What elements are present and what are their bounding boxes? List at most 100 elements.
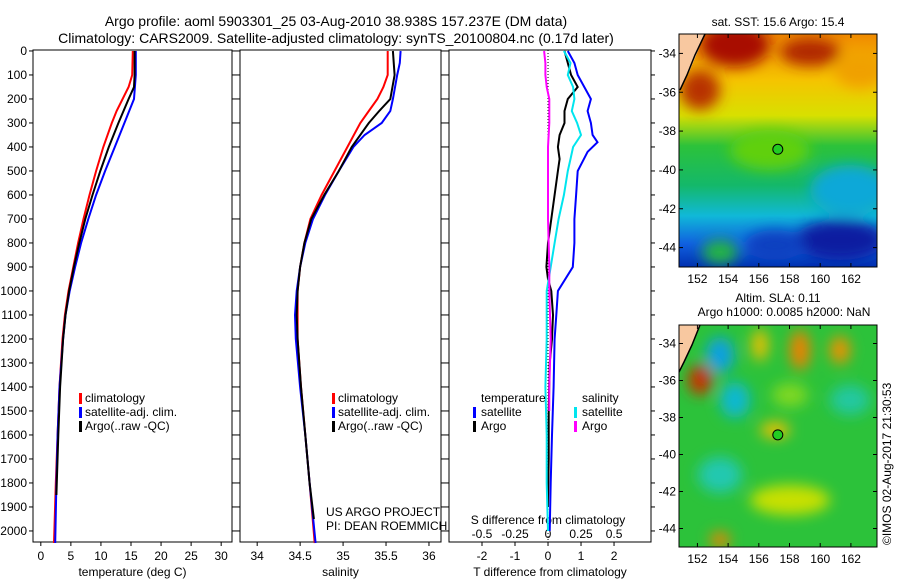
y-tick-label: 1100 <box>1 308 27 322</box>
legend-swatch <box>79 393 82 404</box>
series-line-climatology <box>296 51 389 544</box>
lon-tick-label: 152 <box>687 272 707 286</box>
x2-tick-label: 0.5 <box>606 527 623 541</box>
y-tick-label: 1800 <box>0 476 27 490</box>
lat-tick-label: -40 <box>659 448 677 462</box>
x-tick-label: 1 <box>578 549 585 563</box>
legend-label: satellite-adj. clim. <box>85 405 177 419</box>
lon-tick-label: 158 <box>779 552 799 566</box>
lat-tick-label: -34 <box>659 46 677 60</box>
y-tick-label: 300 <box>7 116 27 130</box>
x-tick-label: 25 <box>184 549 198 563</box>
x-tick-label: 0 <box>37 549 44 563</box>
y-tick-label: 100 <box>7 68 27 82</box>
lat-tick-label: -38 <box>659 411 677 425</box>
legend-label: Argo(..raw -QC) <box>85 419 170 433</box>
panel-salinity: 34 34.5 35 35.5 36 salinity climatologysatelli… <box>236 49 445 579</box>
y-tick-label: 1700 <box>0 452 27 466</box>
series-line-argo-raw-qc- <box>55 51 136 496</box>
project-label: US ARGO PROJECT <box>326 505 441 519</box>
lat-tick-label: -38 <box>659 124 677 138</box>
y-tick-label: 200 <box>7 92 27 106</box>
y-tick-label: 1900 <box>0 500 27 514</box>
sst-map-title: sat. SST: 15.6 Argo: 15.4 <box>712 15 845 29</box>
y-tick-label: 800 <box>7 236 27 250</box>
lon-tick-label: 156 <box>749 552 769 566</box>
lon-tick-label: 152 <box>687 552 707 566</box>
lon-tick-label: 154 <box>718 272 738 286</box>
x-axis-label: temperature (deg C) <box>78 565 186 579</box>
legend-swatch <box>574 421 577 432</box>
x-tick-label: 30 <box>214 549 228 563</box>
lat-tick-label: -34 <box>659 337 677 351</box>
series-line-s-satellite <box>544 50 583 532</box>
legend-swatch <box>574 407 577 418</box>
legend-label: satellite <box>582 405 623 419</box>
lat-tick-label: -36 <box>659 374 677 388</box>
x2-tick-label: -0.5 <box>472 527 493 541</box>
lon-tick-label: 158 <box>779 272 799 286</box>
y-tick-label: 900 <box>7 260 27 274</box>
series-line-t-satellite <box>548 50 599 532</box>
y-tick-label: 600 <box>7 188 27 202</box>
lon-tick-label: 156 <box>749 272 769 286</box>
legend-label: Argo <box>481 419 507 433</box>
lat-tick-label: -44 <box>659 522 677 536</box>
x-tick-label: 35 <box>336 549 350 563</box>
legend-swatch <box>79 421 82 432</box>
x-tick-label: 5 <box>68 549 75 563</box>
legend-label: satellite <box>481 405 522 419</box>
sla-map: Altim. SLA: 0.11 Argo h1000: 0.0085 h200… <box>659 291 878 566</box>
legend-label: Argo(..raw -QC) <box>338 419 423 433</box>
y-tick-label: 500 <box>7 164 27 178</box>
sla-map-subtitle: Argo h1000: 0.0085 h2000: NaN <box>698 305 871 319</box>
lat-tick-label: -44 <box>659 241 677 255</box>
y-tick-label: 1200 <box>0 332 27 346</box>
y-tick-label: 400 <box>7 140 27 154</box>
x-tick-label: -2 <box>477 549 488 563</box>
x-tick-label: 2 <box>611 549 618 563</box>
figure-title-line2: Climatology: CARS2009. Satellite-adjuste… <box>58 30 614 46</box>
y-tick-label: 1500 <box>0 404 27 418</box>
figure-title-line1: Argo profile: aoml 5903301_25 03-Aug-201… <box>105 13 567 29</box>
sst-map: sat. SST: 15.6 Argo: 15.4 152 154 156 158 16… <box>659 15 878 286</box>
legend-swatch <box>332 421 335 432</box>
lat-tick-label: -42 <box>659 202 677 216</box>
series-line-climatology <box>53 50 134 544</box>
lon-tick-label: 160 <box>810 552 830 566</box>
y-tick-label: 700 <box>7 212 27 226</box>
imos-credit: ©IMOS 02-Aug-2017 21:30:53 <box>880 382 894 545</box>
x-tick-label: -1 <box>510 549 521 563</box>
series-line-s-argo <box>543 50 552 411</box>
x2-tick-label: 0.25 <box>569 527 593 541</box>
plot-frame <box>239 49 442 543</box>
legend-title-salinity: salinity <box>582 391 619 405</box>
sla-map-title: Altim. SLA: 0.11 <box>735 291 820 305</box>
x2-tick-label: -0.25 <box>501 527 529 541</box>
pi-label: PI: DEAN ROEMMICH <box>326 519 447 533</box>
y-tick-label: 2000 <box>0 524 27 538</box>
legend-title-temperature: temperature <box>481 391 546 405</box>
lat-tick-label: -36 <box>659 85 677 99</box>
y-tick-label: 1000 <box>0 284 27 298</box>
legend-swatch <box>332 407 335 418</box>
y-tick-label: 1600 <box>0 428 27 442</box>
lon-tick-label: 162 <box>841 552 861 566</box>
plot-frame <box>448 49 652 543</box>
argo-position-marker <box>772 429 784 441</box>
x-tick-label: 0 <box>545 549 552 563</box>
lon-tick-label: 154 <box>718 552 738 566</box>
x-tick-label: 20 <box>154 549 168 563</box>
y-tick-label: 1400 <box>0 380 27 394</box>
legend-label: satellite-adj. clim. <box>338 405 430 419</box>
x-tick-label: 15 <box>124 549 138 563</box>
lon-tick-label: 160 <box>810 272 830 286</box>
x-tick-label: 10 <box>94 549 108 563</box>
legend-label: Argo <box>582 419 608 433</box>
legend-swatch <box>473 407 476 418</box>
legend-swatch <box>473 421 476 432</box>
x-tick-label: 36 <box>422 549 436 563</box>
series-line-argo-raw-qc- <box>295 50 396 520</box>
series-line-satellite-adj-clim- <box>293 50 402 544</box>
